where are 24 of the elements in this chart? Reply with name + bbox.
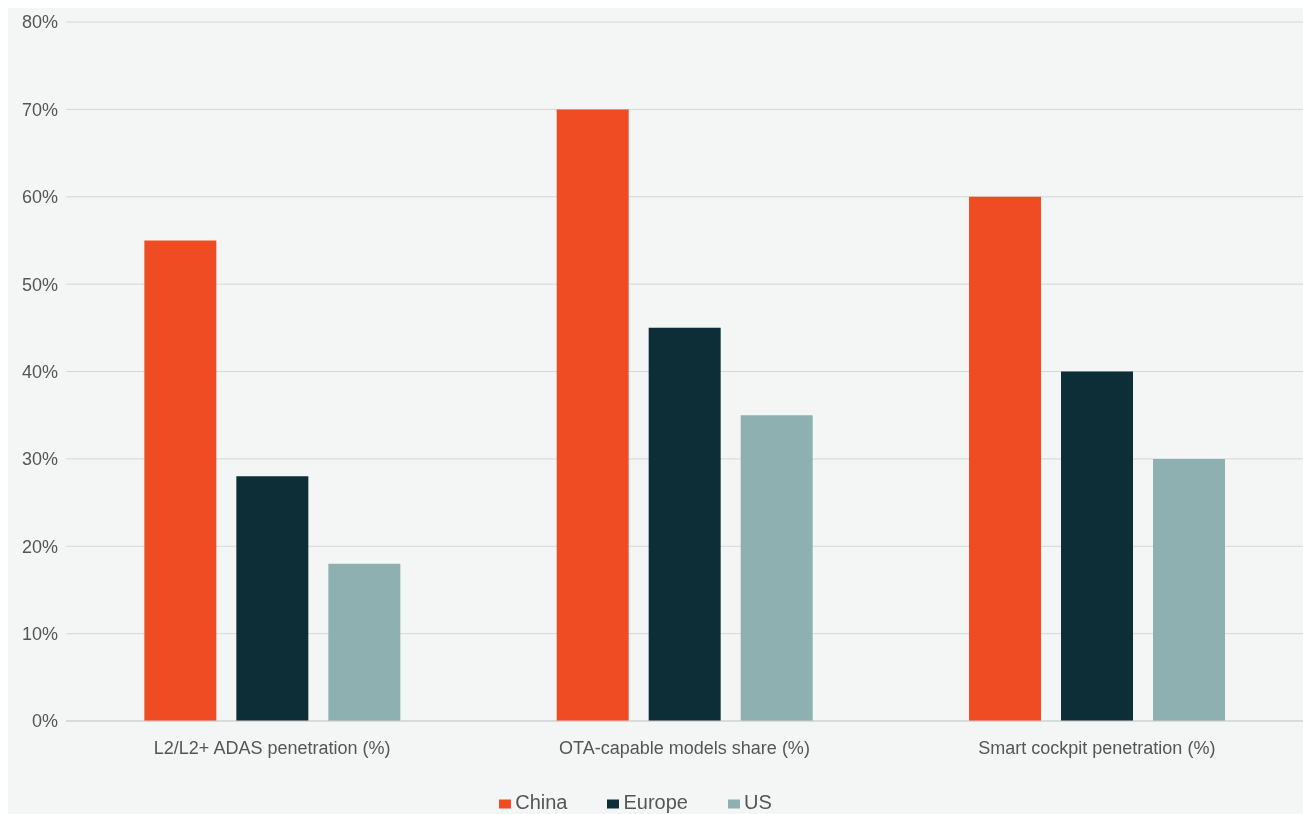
y-tick-label: 10% [21, 624, 58, 645]
bar [1061, 371, 1134, 721]
bar [328, 563, 401, 721]
y-tick-label: 60% [21, 187, 58, 208]
x-tick-label: Smart cockpit penetration (%) [978, 737, 1216, 758]
legend-label: Europe [623, 791, 688, 813]
y-tick-label: 80% [21, 12, 58, 33]
bar [1153, 458, 1226, 721]
y-tick-label: 40% [21, 361, 58, 382]
bar [648, 327, 721, 721]
bar [969, 196, 1042, 721]
legend-label: China [515, 791, 568, 813]
y-tick-label: 70% [21, 99, 58, 120]
y-tick-label: 30% [21, 449, 58, 470]
y-tick-label: 0% [31, 711, 58, 732]
bar [236, 476, 309, 721]
bar [556, 109, 629, 721]
bar [740, 415, 813, 721]
y-tick-label: 20% [21, 536, 58, 557]
bar [144, 240, 217, 721]
y-tick-label: 50% [21, 274, 58, 295]
x-tick-label: L2/L2+ ADAS penetration (%) [153, 737, 391, 758]
legend-label: US [743, 791, 772, 813]
x-tick-label: OTA-capable models share (%) [559, 737, 810, 758]
